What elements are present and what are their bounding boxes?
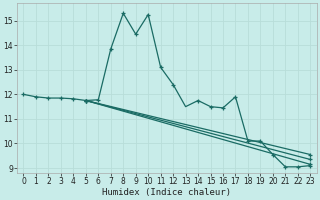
X-axis label: Humidex (Indice chaleur): Humidex (Indice chaleur) bbox=[102, 188, 231, 197]
